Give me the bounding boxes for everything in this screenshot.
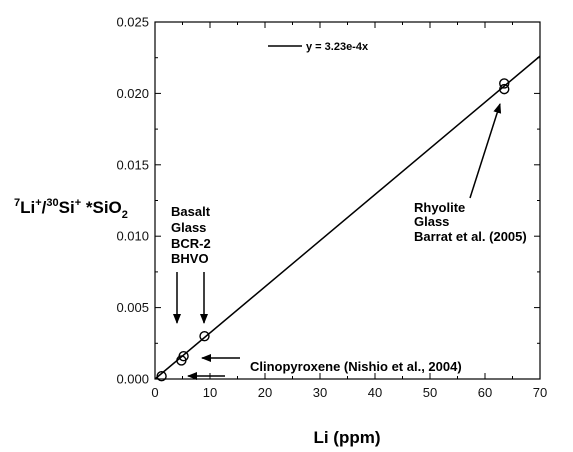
annotation-basalt-line3: BCR-2 <box>171 236 211 251</box>
data-point <box>499 83 510 95</box>
annotation-basalt-line2: Glass <box>171 220 206 235</box>
y-tick-label: 0.005 <box>116 300 149 315</box>
x-axis-ticks: 0 10 20 30 40 50 60 70 <box>151 22 547 400</box>
x-tick-label: 60 <box>478 385 492 400</box>
annotation-rhyolite-line1: Rhyolite <box>414 200 465 215</box>
annotation-rhyolite-line2: Glass <box>414 214 449 229</box>
data-point <box>499 78 510 89</box>
y-tick-label: 0.010 <box>116 229 149 244</box>
y-axis-ticks: 0.000 0.005 0.010 0.015 0.020 0.025 <box>116 15 540 387</box>
y-tick-label: 0.020 <box>116 86 149 101</box>
fit-line <box>154 55 541 380</box>
x-tick-label: 30 <box>313 385 327 400</box>
annotation-basalt-line4: BHVO <box>171 251 209 266</box>
y-axis-title-part4: *SiO <box>81 198 122 217</box>
data-points <box>156 78 510 382</box>
x-tick-label: 0 <box>151 385 158 400</box>
y-axis-title-part3: Si <box>59 198 75 217</box>
x-axis-title: Li (ppm) <box>313 428 380 447</box>
y-axis-title: 7Li+/30Si+ *SiO2 <box>14 197 128 221</box>
x-tick-label: 10 <box>203 385 217 400</box>
x-tick-label: 20 <box>258 385 272 400</box>
data-point <box>156 370 167 382</box>
data-point <box>199 330 210 342</box>
x-tick-label: 70 <box>533 385 547 400</box>
data-point <box>178 350 189 362</box>
y-axis-title-sub: 2 <box>122 209 128 221</box>
y-axis-title-part1: Li <box>20 198 35 217</box>
plot-frame <box>154 21 541 380</box>
annotation-basalt-line1: Basalt <box>171 204 211 219</box>
y-tick-label: 0.000 <box>116 372 149 387</box>
x-tick-label: 40 <box>368 385 382 400</box>
y-axis-title-sup2: + <box>35 197 41 209</box>
y-axis-title-sup4: + <box>75 197 81 209</box>
y-axis-title-sup1: 7 <box>14 197 20 209</box>
annotation-rhyolite-line3: Barrat et al. (2005) <box>414 229 527 244</box>
arrow-rhyolite <box>469 103 502 199</box>
y-axis-title-sup3: 30 <box>46 197 58 209</box>
annotation-clinopyroxene: Clinopyroxene (Nishio et al., 2004) <box>250 359 462 374</box>
legend-label: y = 3.23e-4x <box>306 41 369 53</box>
x-tick-label: 50 <box>423 385 437 400</box>
y-tick-label: 0.015 <box>116 157 149 172</box>
y-tick-label: 0.025 <box>116 15 149 30</box>
y-axis-title-part2: / <box>42 198 47 217</box>
